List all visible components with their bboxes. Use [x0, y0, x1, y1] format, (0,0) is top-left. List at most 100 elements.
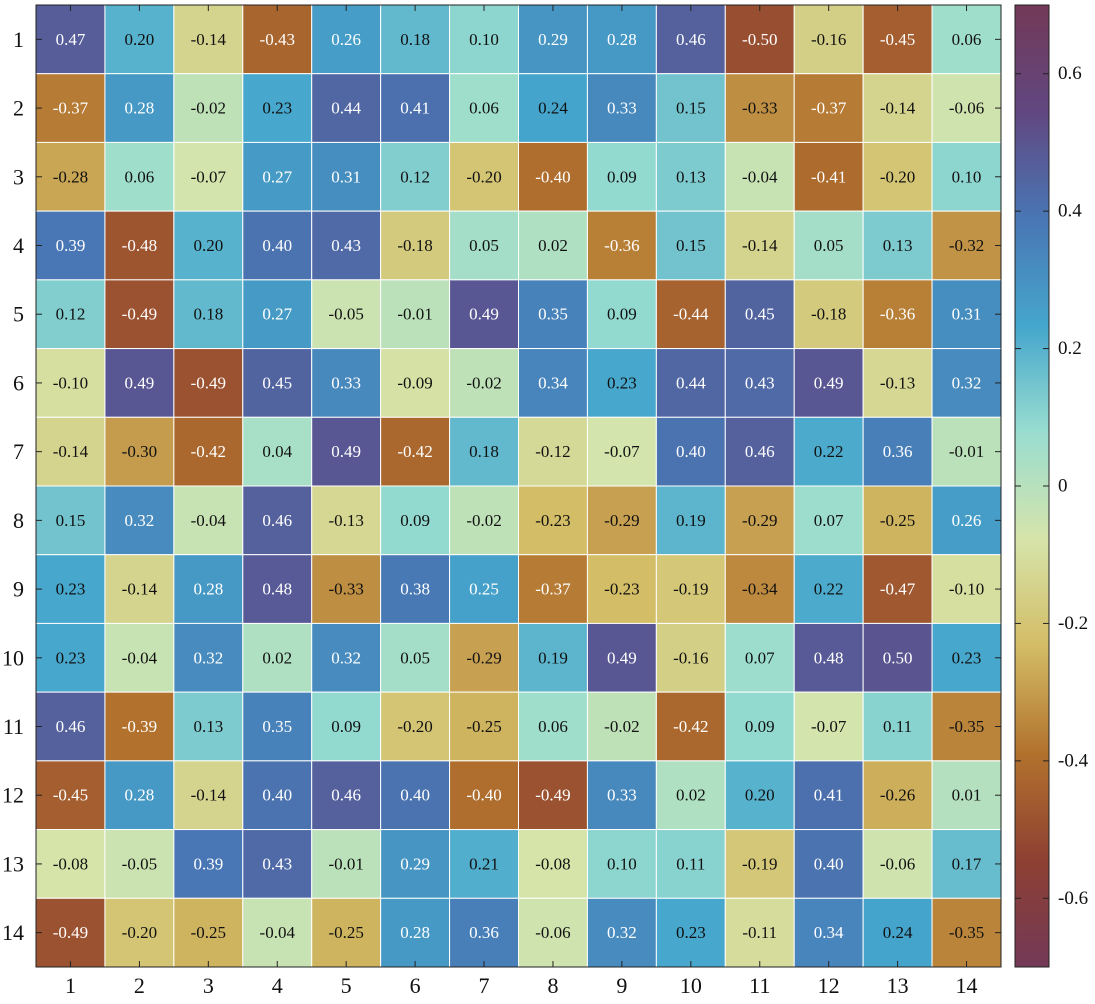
cell-value-label: -0.08	[53, 854, 88, 873]
x-tick-label: 5	[341, 973, 352, 998]
heatmap-cell	[380, 73, 451, 143]
y-tick-label: 12	[2, 783, 24, 808]
heatmap-cell	[518, 760, 588, 831]
heatmap-cell	[518, 210, 588, 281]
x-tick-label: 9	[616, 973, 627, 998]
cell-value-label: 0.02	[262, 648, 292, 667]
heatmap-cell	[862, 73, 933, 143]
heatmap-cell	[449, 554, 520, 624]
cell-value-label: 0.29	[400, 854, 430, 873]
heatmap-cell	[242, 416, 313, 487]
colorbar-tick-label: -0.6	[1058, 888, 1088, 909]
heatmap-cell	[173, 210, 244, 281]
heatmap-cell	[793, 622, 864, 693]
cell-value-label: 0.33	[607, 99, 637, 118]
heatmap-cell	[793, 897, 864, 968]
heatmap-cell	[931, 416, 1002, 487]
heatmap-cell	[242, 73, 313, 143]
heatmap-cell	[586, 348, 657, 418]
cell-value-label: 0.28	[607, 30, 637, 49]
cell-value-label: -0.02	[466, 373, 501, 392]
heatmap-cell	[449, 691, 520, 762]
colorbar-tick-label: -0.4	[1058, 750, 1089, 771]
heatmap-cell	[931, 554, 1002, 624]
cell-value-label: -0.39	[122, 717, 157, 736]
cell-value-label: -0.12	[535, 442, 570, 461]
heatmap-cell	[724, 210, 795, 281]
heatmap-cell	[586, 485, 657, 556]
cell-value-label: 0.50	[883, 648, 913, 667]
cell-value-label: -0.25	[466, 717, 501, 736]
heatmap-cell	[655, 279, 726, 350]
cell-value-label: -0.18	[397, 236, 432, 255]
heatmap-cell	[931, 73, 1002, 143]
colorbar-ticks: -0.6 -0.4 -0.2 0 0.2 0.4 0.6	[1015, 63, 1089, 909]
cell-value-label: -0.01	[397, 305, 432, 324]
cell-value-label: 0.28	[400, 923, 430, 942]
cell-value-label: 0.05	[400, 648, 430, 667]
cell-value-label: 0.05	[469, 236, 499, 255]
cell-value-label: -0.35	[949, 923, 984, 942]
y-tick-label: 1	[13, 27, 24, 52]
heatmap-cell	[449, 210, 520, 281]
cell-value-label: -0.04	[260, 923, 296, 942]
heatmap-cell	[655, 4, 726, 75]
heatmap-cell	[35, 141, 106, 212]
heatmap-cell	[931, 691, 1002, 762]
cell-value-label: 0.41	[814, 786, 844, 805]
x-tick-label: 13	[887, 973, 909, 998]
heatmap-cell	[35, 485, 106, 556]
cell-value-label: -0.14	[53, 442, 89, 461]
heatmap-cell	[586, 897, 657, 968]
heatmap-cell	[586, 829, 657, 899]
heatmap-cell	[586, 73, 657, 143]
heatmap-cell	[311, 279, 382, 350]
cell-value-label: -0.40	[535, 167, 570, 186]
heatmap-cell	[35, 554, 106, 624]
heatmap-cell	[518, 554, 588, 624]
cell-value-label: 0.20	[193, 236, 223, 255]
plot-frame	[35, 4, 1002, 968]
cell-value-label: 0.46	[262, 511, 292, 530]
cell-value-label: 0.35	[538, 305, 568, 324]
heatmap-cell-labels: 0.47 0.20 -0.14 -0.43 0.26 0.18 0.10 0.29 0.28 0.…	[53, 30, 985, 942]
cell-value-label: 0.43	[331, 236, 361, 255]
cell-value-label: -0.01	[949, 442, 984, 461]
y-tick-label: 4	[13, 233, 24, 258]
cell-value-label: -0.43	[260, 30, 295, 49]
cell-value-label: 0.10	[607, 854, 637, 873]
heatmap-cell	[311, 691, 382, 762]
cell-value-label: 0.11	[676, 854, 705, 873]
heatmap-cell	[793, 485, 864, 556]
heatmap-cell	[518, 141, 588, 212]
cell-value-label: 0.44	[331, 99, 361, 118]
cell-value-label: 0.27	[262, 167, 292, 186]
heatmap-cell	[242, 4, 313, 75]
heatmap-cell	[931, 279, 1002, 350]
heatmap-cell	[931, 348, 1002, 418]
heatmap-cell	[586, 554, 657, 624]
cell-value-label: 0.23	[56, 648, 86, 667]
cell-value-label: 0.20	[125, 30, 155, 49]
heatmap-cell	[655, 485, 726, 556]
cell-value-label: 0.49	[607, 648, 637, 667]
cell-value-label: 0.32	[952, 373, 982, 392]
heatmap-cell	[724, 141, 795, 212]
cell-value-label: 0.49	[331, 442, 361, 461]
cell-value-label: 0.18	[469, 442, 499, 461]
cell-value-label: 0.33	[607, 786, 637, 805]
heatmap-cell	[724, 829, 795, 899]
cell-value-label: 0.49	[469, 305, 499, 324]
cell-value-label: -0.30	[122, 442, 157, 461]
cell-value-label: -0.48	[122, 236, 157, 255]
cell-value-label: 0.23	[952, 648, 982, 667]
cell-value-label: 0.23	[262, 99, 292, 118]
heatmap-cell	[380, 348, 451, 418]
cell-value-label: -0.45	[53, 786, 88, 805]
cell-value-label: 0.34	[538, 373, 568, 392]
cell-value-label: -0.25	[328, 923, 363, 942]
cell-value-label: 0.24	[538, 99, 568, 118]
heatmap-cell	[311, 416, 382, 487]
cell-value-label: 0.31	[952, 305, 982, 324]
